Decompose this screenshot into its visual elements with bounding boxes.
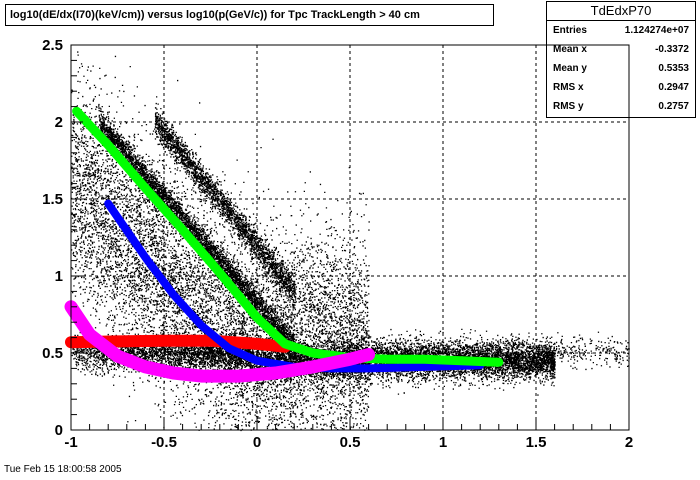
stats-value: 0.2947 <box>658 82 689 93</box>
axes: -1 -0.5 0 0.5 1 1.5 2 0 0.5 1 1.5 2 2.5 <box>42 37 633 451</box>
series-band-magenta <box>64 300 376 383</box>
x-tick-label: -1 <box>64 434 77 451</box>
stats-value: 0.2757 <box>658 101 689 112</box>
y-tick-label: 2 <box>55 114 63 131</box>
stats-row-rms-x: RMS x 0.2947 <box>547 78 695 97</box>
stats-label: Mean y <box>553 63 587 74</box>
stats-label: Mean x <box>553 44 587 55</box>
stats-histogram-name: TdEdxP70 <box>547 2 695 21</box>
stats-label: RMS x <box>553 82 584 93</box>
stats-row-mean-y: Mean y 0.5353 <box>547 59 695 78</box>
series-band-green <box>72 106 504 367</box>
y-tick-label: 0 <box>55 422 63 439</box>
timestamp: Tue Feb 15 18:00:58 2005 <box>4 464 122 475</box>
y-tick-label: 0.5 <box>42 345 63 362</box>
stats-value: 0.5353 <box>658 63 689 74</box>
x-tick-label: 1.5 <box>526 434 547 451</box>
x-tick-label: 2 <box>625 434 633 451</box>
series-band-red <box>65 334 291 353</box>
y-tick-label: 2.5 <box>42 37 63 54</box>
y-tick-label: 1.5 <box>42 191 63 208</box>
y-tick-label: 1 <box>55 268 63 285</box>
plot-title: log10(dE/dx(I70)(keV/cm)) versus log10(p… <box>5 4 494 26</box>
stats-label: Entries <box>553 25 587 36</box>
stats-row-entries: Entries 1.124274e+07 <box>547 21 695 40</box>
stats-box: TdEdxP70 Entries 1.124274e+07 Mean x -0.… <box>546 1 696 118</box>
x-tick-label: 0.5 <box>340 434 361 451</box>
stats-row-rms-y: RMS y 0.2757 <box>547 97 695 116</box>
x-tick-label: -0.5 <box>151 434 177 451</box>
stats-row-mean-x: Mean x -0.3372 <box>547 40 695 59</box>
stats-value: 1.124274e+07 <box>624 25 689 36</box>
x-tick-label: 1 <box>439 434 447 451</box>
x-tick-label: 0 <box>253 434 261 451</box>
stats-label: RMS y <box>553 101 584 112</box>
stats-value: -0.3372 <box>655 44 689 55</box>
series-band-blue <box>104 199 485 373</box>
band-layer <box>64 106 504 383</box>
